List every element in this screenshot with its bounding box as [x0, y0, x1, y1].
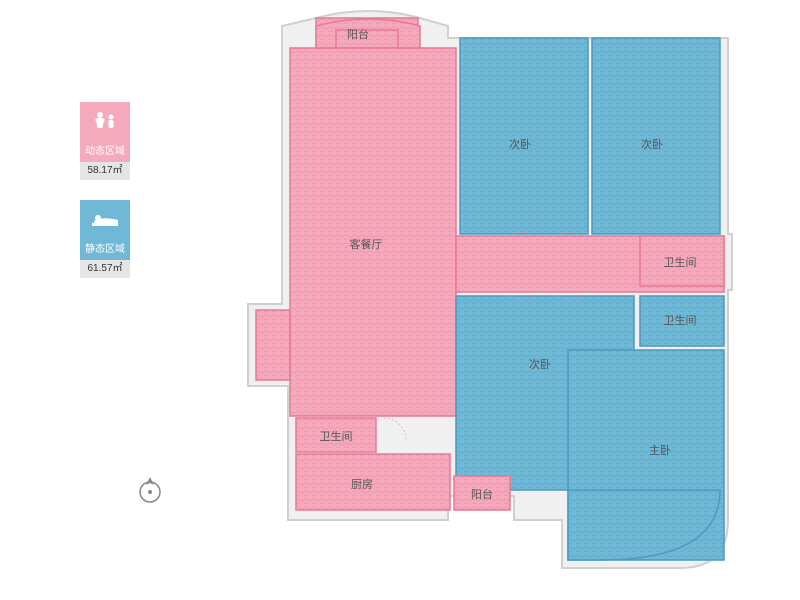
room-label-bath-1: 卫生间	[650, 254, 710, 270]
rooms	[256, 18, 724, 560]
floorplan-canvas: 动态区域 58.17㎡ 静态区域 61.57㎡	[0, 0, 800, 600]
room-label-balcony-bot: 阳台	[452, 486, 512, 502]
room-label-balcony-top: 阳台	[328, 26, 388, 42]
room-entry-left	[256, 310, 290, 380]
floorplan	[0, 0, 800, 600]
room-label-kitchen: 厨房	[332, 476, 392, 492]
room-label-bath-2: 卫生间	[650, 312, 710, 328]
room-label-sec-bed-2: 次卧	[622, 136, 682, 152]
room-label-bath-3: 卫生间	[306, 428, 366, 444]
room-living-dining	[290, 48, 456, 416]
room-label-living-dining: 客餐厅	[336, 236, 396, 252]
room-label-sec-bed-1: 次卧	[490, 136, 550, 152]
room-label-sec-bed-3: 次卧	[510, 356, 570, 372]
room-label-master-bed: 主卧	[630, 442, 690, 458]
